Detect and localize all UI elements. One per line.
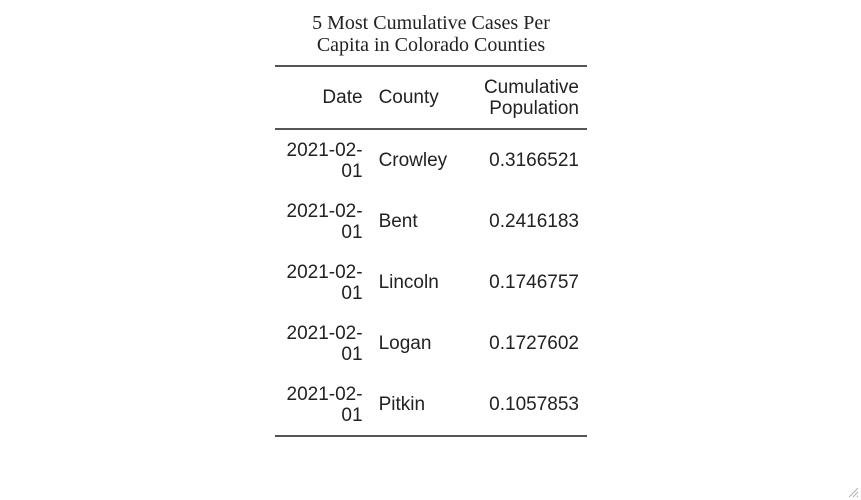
resize-grip-icon[interactable] xyxy=(847,486,859,498)
date-part-2: 01 xyxy=(341,160,363,182)
date-part-2: 01 xyxy=(341,343,363,365)
header-row: Date County Cumulative Population xyxy=(275,66,587,129)
table-title-line-1: 5 Most Cumulative Cases Per xyxy=(312,12,550,34)
table-body: 2021-02- 01 Crowley 0.3166521 2021-02- 0… xyxy=(275,129,587,436)
date-part-2: 01 xyxy=(341,221,363,243)
date-cell: 2021-02- 01 xyxy=(275,313,371,374)
header-cumulative-population: Cumulative Population xyxy=(476,66,587,129)
value-cell: 0.1057853 xyxy=(489,394,579,415)
value-cell: 0.3166521 xyxy=(489,150,579,171)
date-cell: 2021-02- 01 xyxy=(275,129,371,191)
value-cell: 0.1727602 xyxy=(489,333,579,354)
counties-table: Date County Cumulative Population 2021-0… xyxy=(275,65,587,437)
date-part-1: 2021-02- xyxy=(286,322,363,344)
county-cell: Logan xyxy=(378,333,432,354)
table-header: Date County Cumulative Population xyxy=(275,66,587,129)
date-cell: 2021-02- 01 xyxy=(275,191,371,252)
date-part-1: 2021-02- xyxy=(286,200,363,222)
date-part-2: 01 xyxy=(341,404,363,426)
date-part-1: 2021-02- xyxy=(286,261,363,283)
county-cell: Bent xyxy=(378,211,418,232)
table-row: 2021-02- 01 Bent 0.2416183 xyxy=(275,191,587,252)
header-value-line-1: Cumulative xyxy=(483,76,579,98)
header-county: County xyxy=(378,87,439,108)
table-title-line-2: Capita in Colorado Counties xyxy=(316,34,546,56)
table-row: 2021-02- 01 Lincoln 0.1746757 xyxy=(275,252,587,313)
table-row: 2021-02- 01 Crowley 0.3166521 xyxy=(275,129,587,191)
county-cell: Crowley xyxy=(378,150,448,171)
date-part-2: 01 xyxy=(341,282,363,304)
date-cell: 2021-02- 01 xyxy=(275,252,371,313)
date-cell: 2021-02- 01 xyxy=(275,374,371,436)
date-part-1: 2021-02- xyxy=(286,383,363,405)
table-title: 5 Most Cumulative Cases Per Capita in Co… xyxy=(275,12,587,56)
table-row: 2021-02- 01 Pitkin 0.1057853 xyxy=(275,374,587,436)
date-part-1: 2021-02- xyxy=(286,139,363,161)
table-row: 2021-02- 01 Logan 0.1727602 xyxy=(275,313,587,374)
value-cell: 0.1746757 xyxy=(489,272,579,293)
value-cell: 0.2416183 xyxy=(489,211,579,232)
county-cell: Lincoln xyxy=(378,272,439,293)
header-value-line-2: Population xyxy=(489,97,579,119)
county-cell: Pitkin xyxy=(378,394,426,415)
header-date: Date xyxy=(322,87,363,108)
